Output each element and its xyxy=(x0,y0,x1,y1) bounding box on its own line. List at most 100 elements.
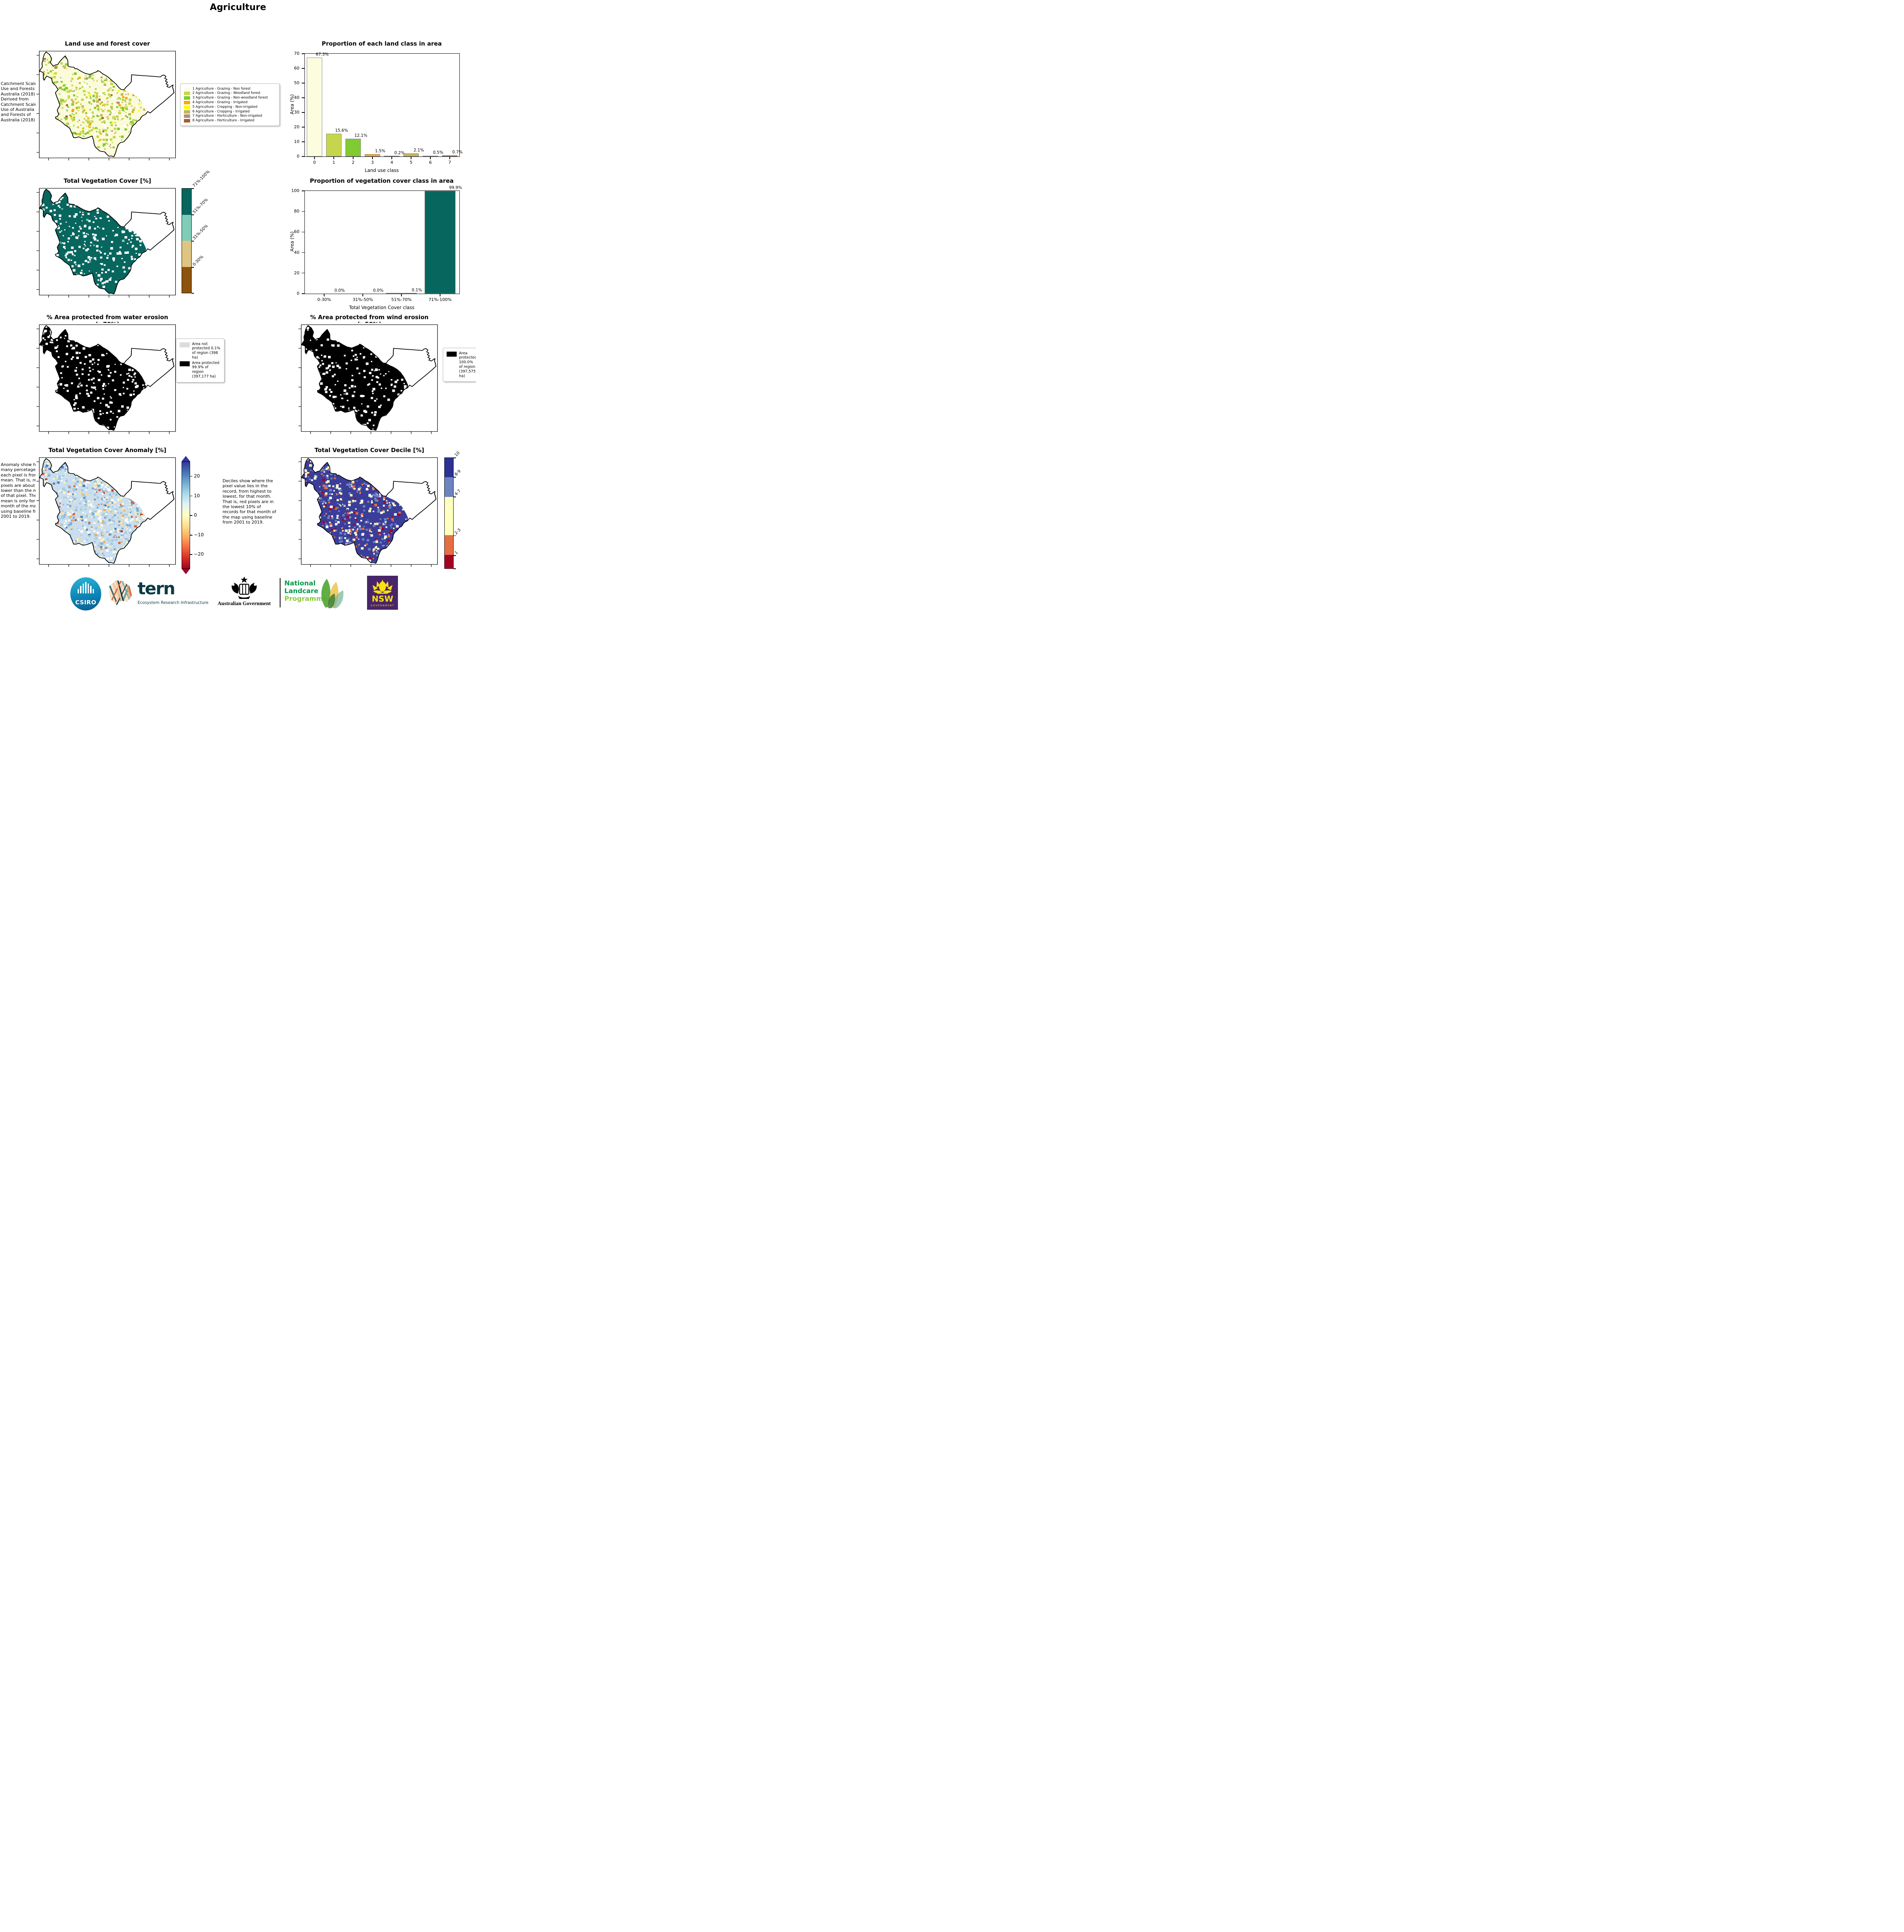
legend-item-label: Area not protected 0.1% of region (398 h… xyxy=(192,342,221,360)
bar-value-label: 0.5% xyxy=(433,150,444,155)
legend-item-label: Area protected 100.0% of region (397,575… xyxy=(459,351,476,378)
legend-item: Area not protected 0.1% of region (398 h… xyxy=(180,342,221,361)
colorbar-tick-label: 0 xyxy=(194,512,197,518)
x-tick-label: 6 xyxy=(429,160,432,165)
colorbar-tick-label: 4-7 xyxy=(454,488,462,497)
australian-government-crest-icon xyxy=(231,577,257,599)
colorbar-tick xyxy=(192,293,194,294)
legend-item-label: 5 Agriculture - Cropping - Non-irrigated xyxy=(192,105,258,109)
bar-value-label: 12.1% xyxy=(354,133,367,138)
colorbar-bar xyxy=(182,461,190,569)
y-tick xyxy=(301,252,304,253)
colorbar-arrow-down xyxy=(182,569,190,574)
colorbar-segment xyxy=(445,497,453,536)
x-tick xyxy=(391,156,392,159)
x-tick xyxy=(449,156,450,159)
colorbar-arrow-up xyxy=(182,456,190,461)
y-tick-label: 40 xyxy=(294,95,299,100)
x-axis-label: Total Vegetation Cover class xyxy=(349,305,415,310)
legend-swatch-icon xyxy=(184,105,190,109)
bar xyxy=(326,133,342,156)
bar-value-label: 99.9% xyxy=(449,185,462,190)
legend-item: 3 Agriculture - Grazing - Non-woodland f… xyxy=(184,96,276,100)
colorbar-tick-label: 8-9 xyxy=(454,469,462,477)
colorbar-segment xyxy=(445,555,453,568)
colorbar-bar xyxy=(182,188,192,293)
colorbar-tick-label: 71%-100% xyxy=(192,169,211,188)
bar xyxy=(403,153,419,156)
chart-plot-area: 0 20 40 60 80 100 0.0% 0-30% 0.0% 31%-50% 0.1% 51%-… xyxy=(291,185,462,302)
y-tick xyxy=(301,190,304,191)
legend-item: 6 Agriculture - Cropping - Irrigated xyxy=(184,110,276,114)
footer-logos: CSIRO tern Ecosystem Research Infrastruc… xyxy=(0,574,476,611)
legend-item: 7 Agriculture - Horticulture - Non-irrig… xyxy=(184,114,276,118)
colorbar-tick-label: 31%-50% xyxy=(192,223,209,241)
colorbar-tick xyxy=(454,457,456,458)
landcare-line-1: National xyxy=(284,580,316,587)
legend-swatch-icon xyxy=(184,96,190,100)
landuse-map-title: Land use and forest cover xyxy=(65,40,150,47)
landcare-line-3: Programme xyxy=(284,595,328,603)
x-tick-label: 31%-50% xyxy=(352,297,373,302)
chart-plot-area: 0 10 20 30 40 50 60 70 67.3% 0 15.6% 1 12.1% 2 1.5% 3 0.… xyxy=(294,51,462,165)
legend-item: 2 Agriculture - Grazing - Woodland fores… xyxy=(184,91,276,95)
decile-map xyxy=(298,456,441,568)
water-erosion-map xyxy=(36,323,179,435)
colorbar-tick xyxy=(192,241,194,242)
decile-colorbar: 10 8-9 4-7 2-3 1 xyxy=(444,451,475,569)
nsw-wordmark: NSW xyxy=(372,594,393,604)
tern-wordmark: tern xyxy=(138,579,175,599)
y-tick xyxy=(301,293,304,294)
x-tick xyxy=(333,156,334,159)
y-tick-label: 40 xyxy=(294,250,299,255)
bar xyxy=(365,154,380,156)
tern-australia-icon xyxy=(109,580,132,605)
anomaly-colorbar: 20 10 0 −10 −20 xyxy=(182,456,224,575)
y-tick-label: 0 xyxy=(297,154,299,159)
y-tick-label: 20 xyxy=(294,270,299,276)
colorbar-segment xyxy=(445,477,453,497)
x-tick-label: 0-30% xyxy=(317,297,331,302)
legend-swatch-icon xyxy=(447,351,457,357)
csiro-logo: CSIRO xyxy=(70,577,101,611)
anomaly-map-title: Total Vegetation Cover Anomaly [%] xyxy=(48,447,167,454)
landuse-legend: 1 Agriculture - Grazing - Non forest 2 Ag… xyxy=(180,83,280,126)
colorbar-segment xyxy=(182,189,191,215)
x-tick-label: 7 xyxy=(448,160,451,165)
chart-title: Proportion of vegetation cover class in … xyxy=(309,177,454,184)
legend-swatch-icon xyxy=(184,114,190,118)
wind-erosion-legend: Area protected 100.0% of region (397,575… xyxy=(443,348,476,382)
y-tick-label: 10 xyxy=(294,139,299,144)
colorbar-segment xyxy=(445,535,453,555)
colorbar-tick xyxy=(454,568,456,569)
wind-erosion-map xyxy=(298,323,441,435)
bar-value-label: 15.6% xyxy=(335,128,348,133)
vegcover-class-chart: Proportion of vegetation cover class in … xyxy=(280,177,468,310)
bar-value-label: 0.2% xyxy=(394,150,405,155)
y-tick-label: 20 xyxy=(294,124,299,129)
bar xyxy=(442,155,457,156)
y-axis-label: Area (%) xyxy=(289,231,295,252)
nsw-government-label: GOVERNMENT xyxy=(371,604,394,607)
legend-swatch-icon xyxy=(184,87,190,91)
vegcover-map-title: Total Vegetation Cover [%] xyxy=(63,177,151,184)
y-tick xyxy=(301,53,304,54)
legend-item: 5 Agriculture - Cropping - Non-irrigated xyxy=(184,105,276,109)
decile-note: Deciles show where the pixel value lies … xyxy=(223,478,276,525)
bar-value-label: 67.3% xyxy=(316,52,329,57)
colorbar-segment xyxy=(182,267,191,293)
legend-item: Area protected 99.9% of region (397,177 … xyxy=(180,361,221,379)
y-tick-label: 30 xyxy=(294,110,299,115)
colorbar-segment xyxy=(182,214,191,241)
vegcover-colorbar: 71%-100% 51%-70% 31%-50% 0-30% xyxy=(182,169,232,294)
agriculture-report-page: Agriculture Land use and forest cover Ca… xyxy=(0,0,476,611)
bar xyxy=(307,58,322,156)
bar-value-label: 0.7% xyxy=(452,150,463,155)
colorbar-tick-label: 20 xyxy=(194,473,200,479)
page-title: Agriculture xyxy=(210,2,266,12)
colorbar-segment xyxy=(182,241,191,267)
legend-item-label: 4 Agriculture - Grazing - Irrigated xyxy=(192,100,248,104)
decile-map-title: Total Vegetation Cover Decile [%] xyxy=(314,447,424,454)
landuse-map xyxy=(36,49,179,162)
colorbar-tick xyxy=(190,554,192,555)
